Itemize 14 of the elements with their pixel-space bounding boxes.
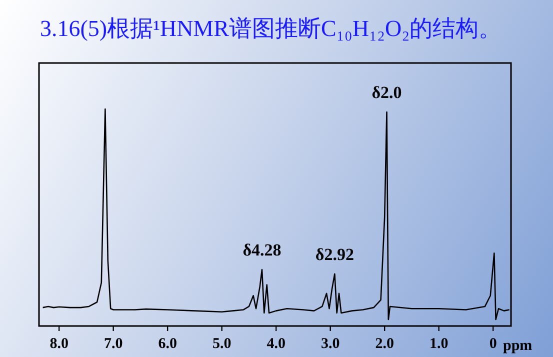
x-axis-title: ppm <box>503 338 533 354</box>
x-tick-label: 6.0 <box>158 336 177 352</box>
annotation: δ4.28 <box>242 240 282 260</box>
chart-title: 3.16(5)根据¹HNMR谱图推断C₁₀H₁₂O₂的结构。 <box>40 16 502 41</box>
annotation: δ2.0 <box>372 83 402 102</box>
x-tick-label: 5.0 <box>212 336 232 352</box>
x-tick-label: 3.0 <box>320 336 340 352</box>
x-tick-label: 8.0 <box>50 336 68 352</box>
x-tick-label: 0 <box>489 336 497 352</box>
x-tick-label: 1.0 <box>429 336 448 352</box>
x-tick-label: 2.0 <box>375 336 394 352</box>
x-tick-label: 4.0 <box>266 336 286 352</box>
x-tick-label: 7.0 <box>104 336 123 352</box>
annotation: δ2.92 <box>315 244 354 264</box>
